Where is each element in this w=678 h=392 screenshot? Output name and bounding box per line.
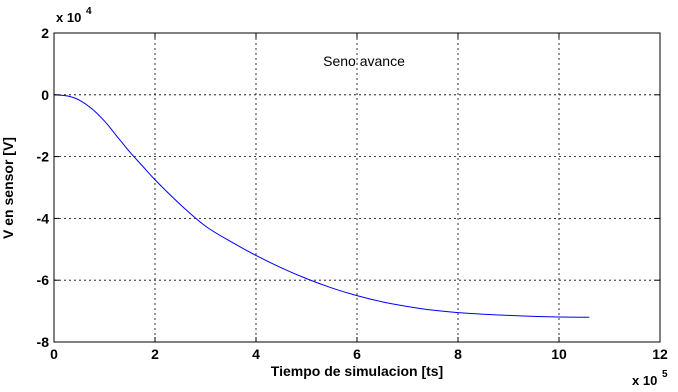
ticks bbox=[53, 32, 661, 343]
y-tick-label: -6 bbox=[37, 272, 50, 288]
x-multiplier-base: x 10 bbox=[632, 373, 657, 388]
x-tick-label: 6 bbox=[353, 346, 361, 362]
x-axis-title: Tiempo de simulacion [ts] bbox=[271, 363, 443, 379]
tick-labels: 0 2 4 6 8 10 12 2 0 -2 -4 -6 -8 bbox=[37, 25, 668, 362]
series-layer bbox=[53, 94, 590, 318]
y-multiplier: x 10 4 bbox=[56, 6, 92, 25]
x-tick-label: 10 bbox=[551, 346, 567, 362]
y-tick-label: 2 bbox=[41, 25, 49, 41]
x-multiplier-exp: 5 bbox=[662, 369, 668, 380]
y-axis-title: V en sensor [V] bbox=[0, 137, 16, 239]
y-multiplier-exp: 4 bbox=[86, 6, 92, 17]
x-tick-label: 4 bbox=[252, 346, 260, 362]
x-tick-label: 0 bbox=[50, 346, 58, 362]
y-tick-label: -8 bbox=[37, 334, 50, 350]
x-tick-label: 12 bbox=[652, 346, 668, 362]
y-tick-label: -2 bbox=[37, 149, 50, 165]
y-tick-label: 0 bbox=[41, 87, 49, 103]
y-multiplier-base: x 10 bbox=[56, 10, 81, 25]
grid bbox=[54, 33, 660, 342]
y-tick-label: -4 bbox=[37, 210, 50, 226]
x-tick-label: 2 bbox=[151, 346, 159, 362]
x-tick-label: 8 bbox=[454, 346, 462, 362]
x-multiplier: x 10 5 bbox=[632, 369, 668, 388]
annotation-label: Seno avance bbox=[323, 53, 405, 69]
series-line bbox=[53, 94, 590, 318]
